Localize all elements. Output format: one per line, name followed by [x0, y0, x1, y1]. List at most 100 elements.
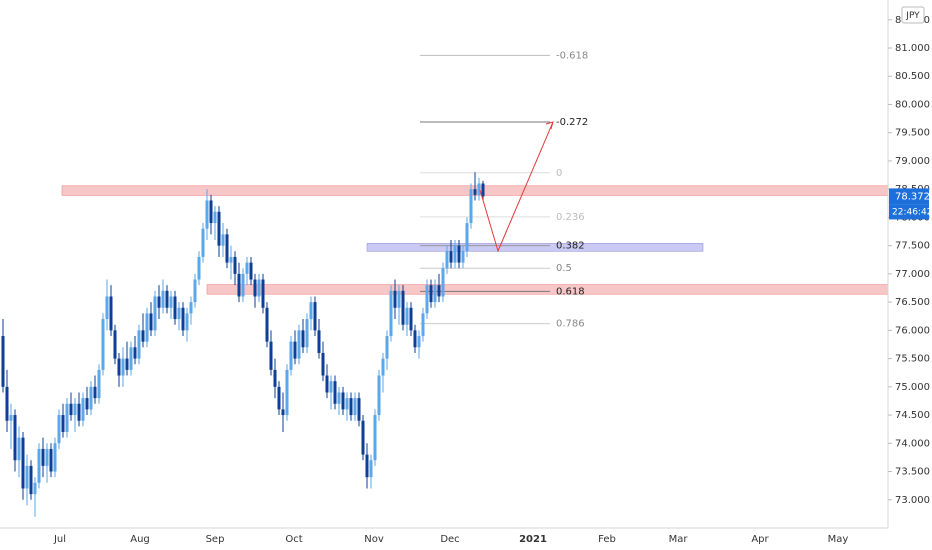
zone: [206, 284, 889, 295]
x-tick-label: Dec: [440, 534, 459, 545]
fib-label: 0: [556, 168, 562, 179]
candle-body: [13, 415, 17, 461]
candle-body: [289, 341, 293, 370]
fib-label: 0.618: [556, 286, 585, 297]
currency-label: JPY: [905, 11, 920, 21]
candle-body: [57, 415, 61, 444]
candle-body: [445, 251, 449, 269]
candle-body: [417, 336, 421, 348]
candle-body: [345, 398, 349, 410]
candle-body: [217, 211, 221, 246]
candle-body: [365, 454, 369, 478]
candle-body: [357, 398, 361, 421]
x-tick-label: Feb: [598, 534, 616, 545]
candle-body: [61, 415, 65, 432]
x-tick-label: Sep: [206, 534, 225, 545]
y-tick-label: 80.500: [895, 71, 930, 82]
candle-body: [341, 392, 345, 410]
candle-body: [157, 296, 161, 308]
candle-body: [125, 358, 129, 370]
candle-body: [261, 279, 265, 308]
projection-arrow: [479, 121, 554, 253]
candle-body: [253, 279, 257, 297]
candle-body: [109, 296, 113, 331]
x-tick-label: Apr: [751, 534, 769, 545]
candle-body: [385, 336, 389, 359]
candle-body: [273, 369, 277, 387]
candle-body: [461, 251, 465, 263]
candle-body: [225, 234, 229, 263]
candle-body: [321, 352, 325, 376]
candle-body: [37, 448, 41, 483]
y-tick-label: 73.000: [895, 495, 930, 506]
candle-body: [301, 330, 305, 348]
y-tick-label: 81.000: [895, 43, 930, 54]
candle-body: [361, 420, 365, 455]
candle-body: [353, 398, 357, 416]
candle-body: [173, 296, 177, 320]
candle-body: [373, 415, 377, 461]
candle-body: [97, 369, 101, 399]
y-tick-label: 77.500: [895, 241, 930, 252]
candle-body: [181, 307, 185, 331]
candle-body: [153, 296, 157, 331]
candle-body: [369, 460, 373, 478]
candle-body: [381, 358, 385, 376]
candle-body: [245, 262, 249, 274]
candle-body: [313, 302, 317, 331]
candle-body: [69, 403, 73, 416]
candle-body: [285, 369, 289, 416]
y-tick-label: 76.500: [895, 297, 930, 308]
candle-body: [377, 375, 381, 416]
fib-label: 0.786: [556, 319, 585, 330]
fib-label: 0.236: [556, 212, 585, 223]
candle-body: [297, 330, 301, 359]
candle-body: [309, 302, 313, 320]
candle-body: [397, 290, 401, 308]
arrow-head: [545, 121, 554, 130]
candle-body: [401, 290, 405, 325]
candle-body: [457, 245, 461, 263]
y-tick-label: 76.000: [895, 325, 930, 336]
y-tick-label: 74.000: [895, 438, 930, 449]
x-tick-label: May: [828, 534, 849, 545]
candle-body: [197, 256, 201, 280]
candle-body: [45, 448, 49, 466]
candle-body: [117, 358, 121, 376]
candle-body: [257, 279, 261, 297]
candle-body: [229, 256, 233, 263]
candle-body: [449, 251, 453, 263]
candle-body: [281, 409, 285, 416]
fib-label: 0.5: [556, 263, 572, 274]
price-tag-label: 78.372: [895, 191, 930, 202]
candle-body: [425, 285, 429, 314]
candle-body: [169, 296, 173, 308]
y-tick-label: 73.500: [895, 467, 930, 478]
candle-body: [237, 273, 241, 297]
candle-body: [41, 448, 45, 466]
candle-body: [177, 307, 181, 320]
candle-body: [65, 403, 69, 432]
candle-body: [333, 381, 337, 404]
y-tick-label: 79.000: [895, 156, 930, 167]
y-tick-label: 74.500: [895, 410, 930, 421]
fib-label: -0.272: [556, 117, 588, 128]
candle-body: [25, 465, 29, 489]
price-tag: [889, 188, 929, 205]
candle-body: [121, 358, 125, 376]
candle-body: [265, 307, 269, 342]
candle-body: [441, 268, 445, 297]
candle-body: [305, 319, 309, 348]
candle-body: [421, 313, 425, 336]
candle-body: [329, 381, 333, 393]
candle-body: [89, 386, 93, 410]
candle-body: [113, 330, 117, 359]
candle-body: [317, 330, 321, 353]
candle-body: [393, 290, 397, 308]
candle-body: [5, 386, 9, 421]
y-tick-label: 79.500: [895, 128, 930, 139]
candle-body: [137, 330, 141, 359]
candle-body: [133, 347, 137, 359]
candle-body: [437, 285, 441, 297]
